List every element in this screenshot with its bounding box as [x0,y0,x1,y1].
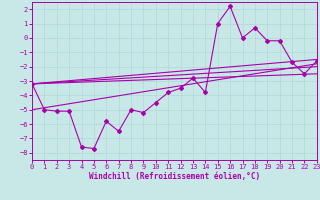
X-axis label: Windchill (Refroidissement éolien,°C): Windchill (Refroidissement éolien,°C) [89,172,260,181]
